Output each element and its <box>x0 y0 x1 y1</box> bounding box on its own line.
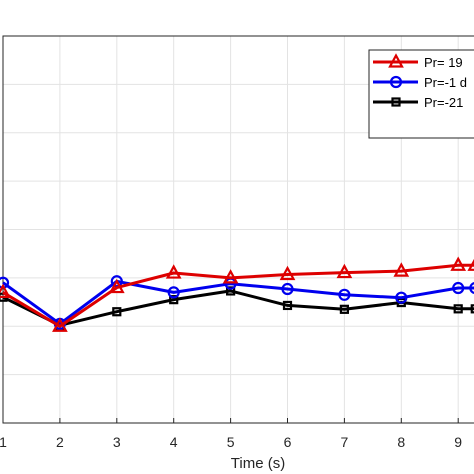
x-tick-label: 2 <box>56 434 64 450</box>
legend-box <box>368 49 474 139</box>
legend: Pr= 19 Pr=-1 d Pr=-21 <box>368 49 474 139</box>
data-point-triangle <box>165 264 182 279</box>
data-point-square <box>453 304 463 314</box>
data-point-triangle <box>279 265 296 281</box>
legend-entry: Pr=-1 d <box>373 75 467 90</box>
x-tick-label: 9 <box>454 434 462 450</box>
series-circle <box>0 275 474 330</box>
data-point-triangle <box>388 53 404 68</box>
legend-label: Pr=-21 <box>424 95 463 110</box>
x-tick-labels: 1 2 3 4 5 6 7 8 9 <box>0 418 462 450</box>
x-tick-label: 7 <box>341 434 349 450</box>
data-point-triangle <box>450 256 467 271</box>
legend-label: Pr= 19 <box>424 55 463 70</box>
data-point-square <box>470 304 474 314</box>
data-point-square <box>226 286 236 296</box>
series-line <box>2 279 474 326</box>
data-point-triangle <box>393 262 410 277</box>
x-tick-label: 8 <box>397 434 405 450</box>
legend-entry: Pr= 19 <box>373 53 463 70</box>
data-point-square <box>112 307 122 317</box>
plot-area-frame <box>2 35 474 424</box>
x-tick-label: 3 <box>113 434 121 450</box>
data-point-triangle <box>222 269 239 284</box>
series-triangle <box>0 256 474 332</box>
data-point-triangle <box>0 283 11 298</box>
data-point-square <box>169 295 179 305</box>
data-point-square <box>339 304 349 314</box>
data-point-triangle <box>52 317 68 332</box>
x-tick-label: 5 <box>227 434 235 450</box>
legend-entry: Pr=-21 <box>373 95 463 110</box>
data-point-triangle <box>336 263 353 279</box>
legend-label: Pr=-1 d <box>424 75 467 90</box>
x-tick-label: 4 <box>170 434 178 450</box>
data-point-circle <box>167 286 180 299</box>
data-point-circle <box>452 281 465 295</box>
data-point-circle <box>389 75 403 89</box>
data-point-circle <box>469 282 474 294</box>
data-point-triangle <box>467 258 474 271</box>
data-point-circle <box>395 291 408 304</box>
x-tick-label: 1 <box>0 434 7 450</box>
x-axis-label: Time (s) <box>231 455 285 472</box>
series-line <box>2 289 474 327</box>
grid <box>2 36 474 423</box>
x-tick-label: 6 <box>284 434 292 450</box>
data-point-circle <box>338 288 351 301</box>
series-layer <box>0 256 474 332</box>
data-point-circle <box>281 282 294 296</box>
data-point-square <box>282 300 293 311</box>
data-point-triangle <box>108 278 125 294</box>
data-point-square <box>391 97 401 107</box>
series-line <box>2 263 474 328</box>
